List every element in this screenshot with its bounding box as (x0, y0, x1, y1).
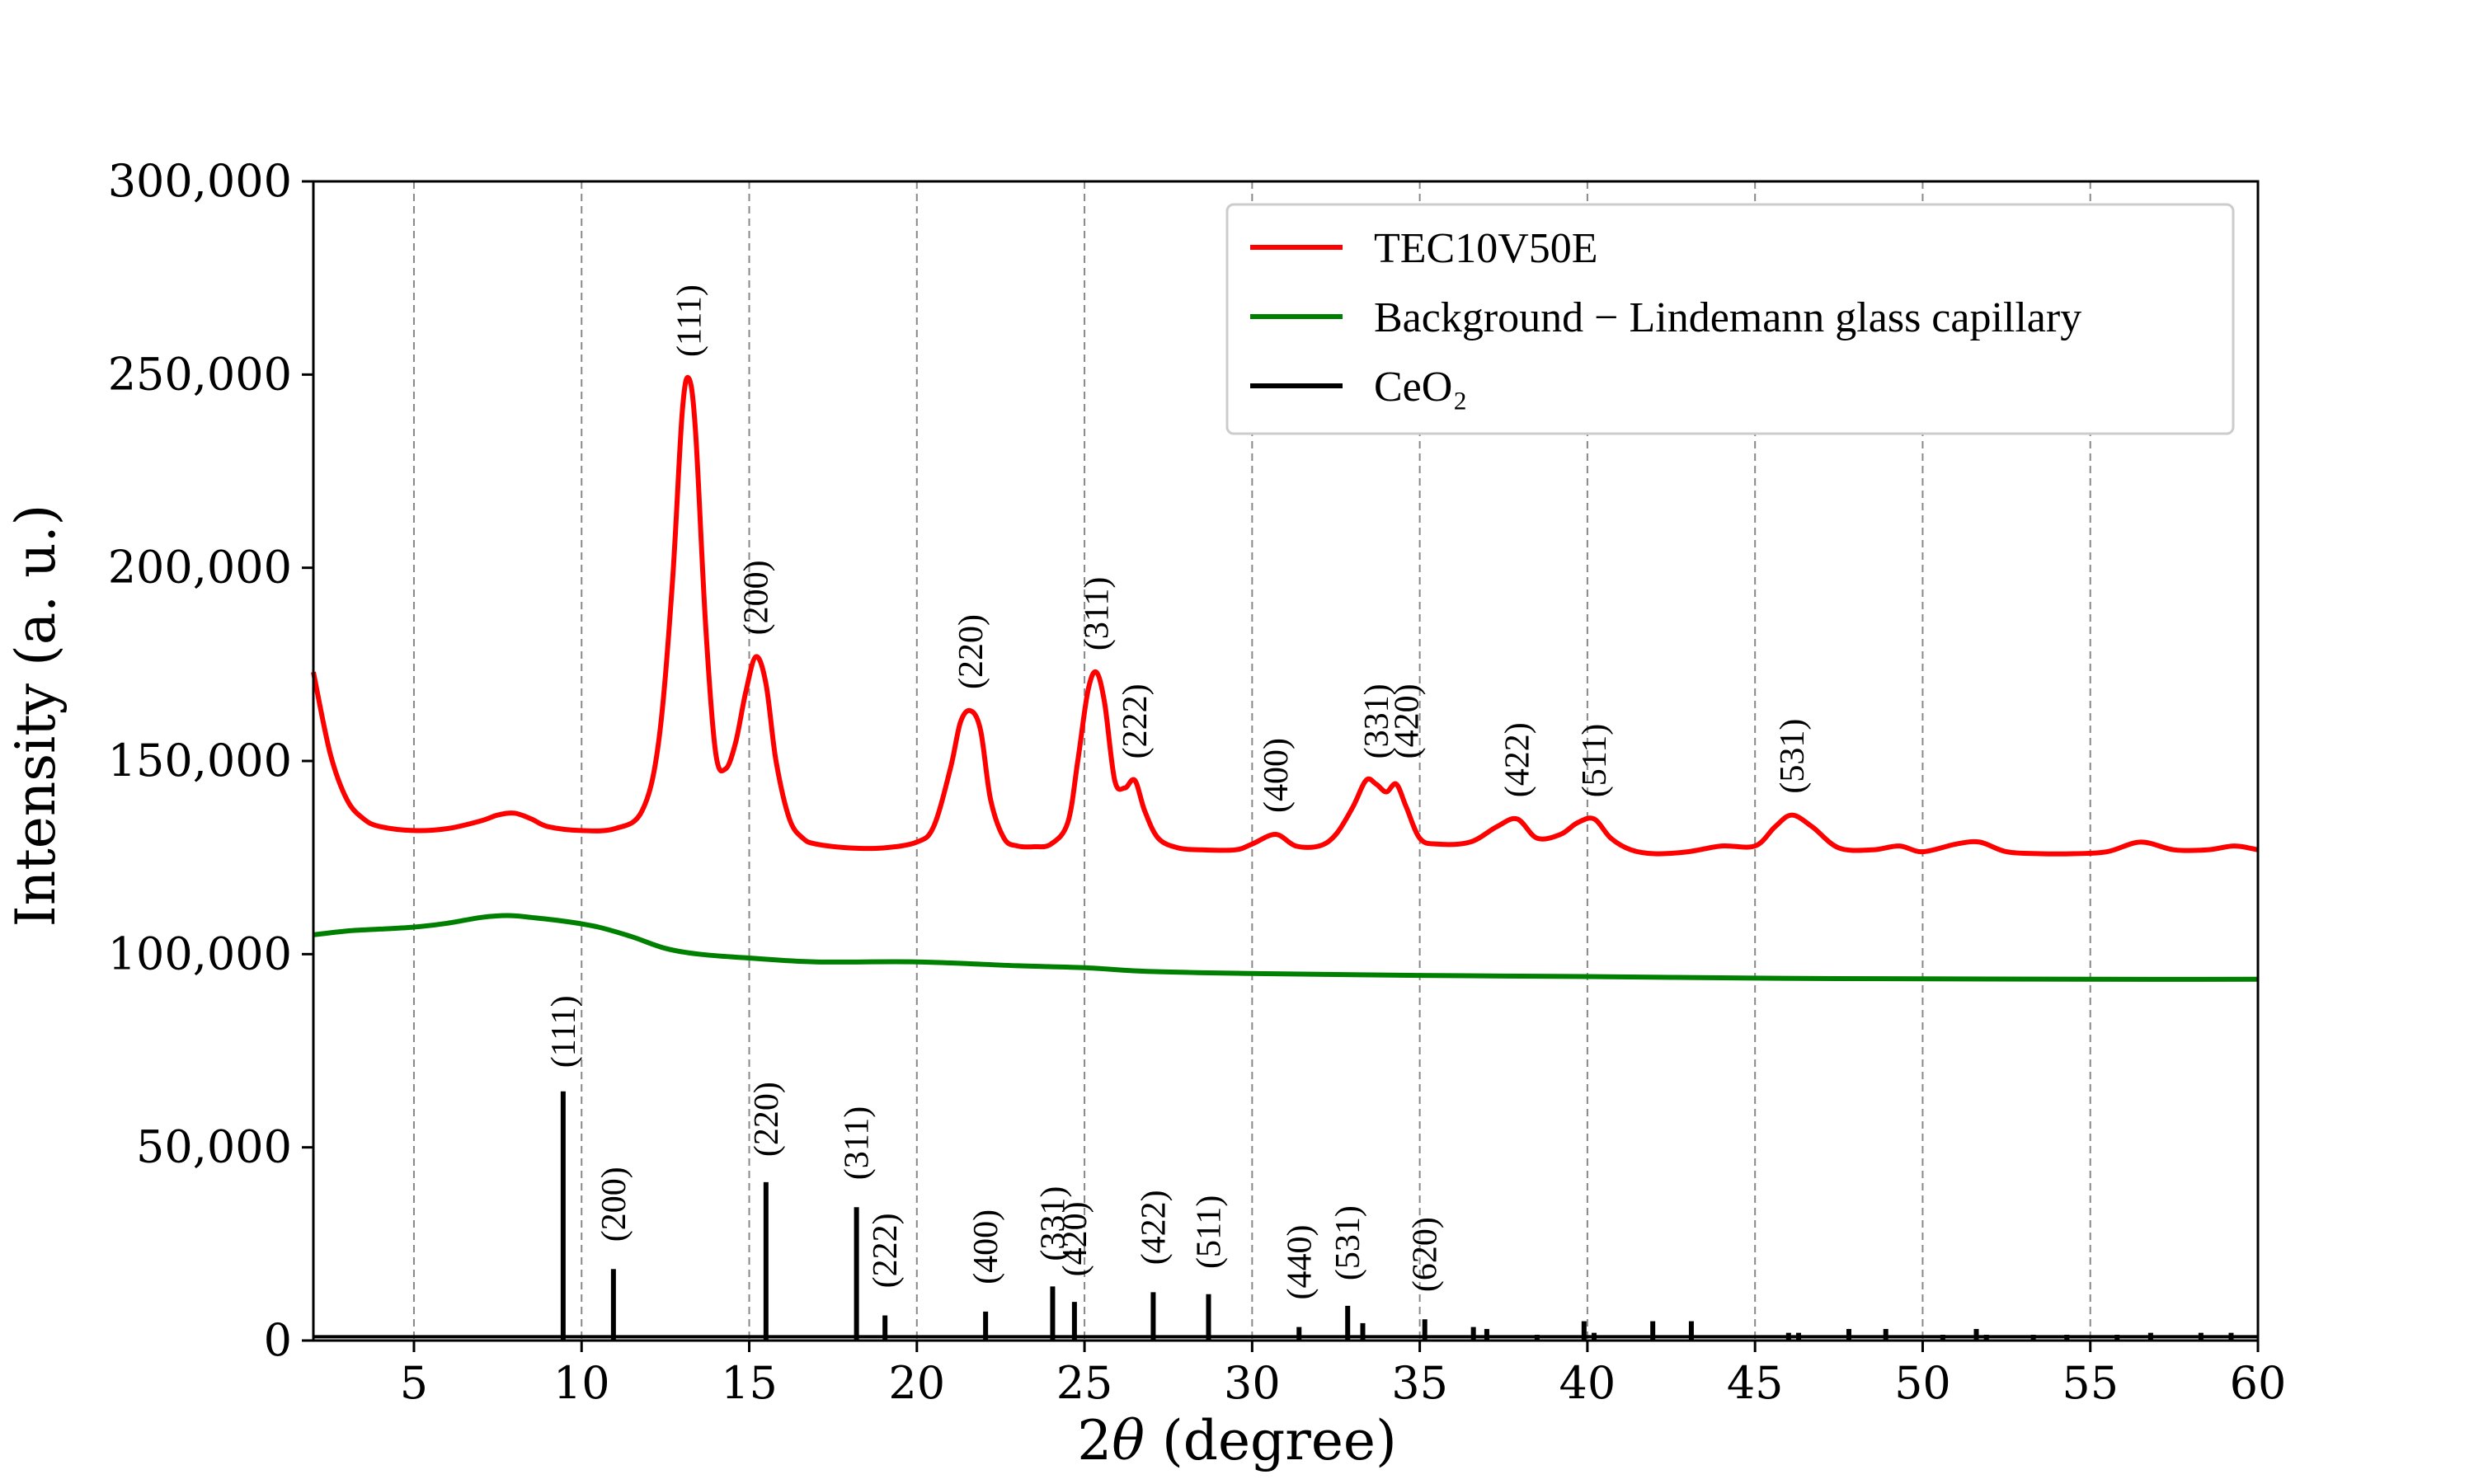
tec-peak-label: (311) (1078, 577, 1116, 650)
ceo2-peak-label: (620) (1407, 1217, 1445, 1292)
ceo2-peak-label: (440) (1281, 1225, 1319, 1300)
tec-peak-label: (511) (1576, 724, 1614, 797)
y-tick-label: 300,000 (108, 155, 292, 207)
y-tick-label: 200,000 (108, 542, 292, 594)
x-tick-label: 15 (721, 1357, 778, 1409)
legend: TEC10V50E Background − Lindemann glass ca… (1225, 203, 2235, 435)
x-tick-label: 50 (1894, 1357, 1951, 1409)
y-tick-label: 100,000 (108, 928, 292, 979)
x-tick-label: 45 (1727, 1357, 1784, 1409)
x-tick-label: 30 (1224, 1357, 1281, 1409)
tec-peak-label: (531) (1774, 719, 1812, 794)
ceo2-peak-label: (531) (1329, 1205, 1367, 1280)
ceo2-peak-label: (400) (967, 1209, 1005, 1284)
y-tick-label: 50,000 (136, 1121, 292, 1173)
x-tick-label: 35 (1391, 1357, 1448, 1409)
x-axis-title: 2θ (degree) (1077, 1409, 1396, 1472)
x-tick-label: 40 (1559, 1357, 1616, 1409)
grid-layer (412, 181, 2091, 1341)
tec-peak-label: (400) (1258, 738, 1296, 813)
x-tick-label: 10 (553, 1357, 610, 1409)
legend-entry-label: TEC10V50E (1374, 225, 1598, 272)
tec-peak-label: (222) (1117, 683, 1155, 758)
tec-peak-label: (331) (1358, 683, 1396, 758)
annotation-layer: (111)(200)(220)(311)(222)(400)(331)(420)… (545, 284, 1812, 1299)
ceo2-peak-label: (200) (595, 1167, 633, 1242)
background-line (313, 913, 2259, 982)
ceo2-peak-label: (111) (545, 995, 583, 1068)
ceo2-peak-label: (420) (1056, 1201, 1094, 1276)
legend-entry-label: CeO₂ (1374, 364, 1467, 411)
x-tick-label: 20 (888, 1357, 945, 1409)
y-tick-label: 250,000 (108, 348, 292, 400)
legend-entry-label: Background − Lindemann glass capillary (1374, 294, 2081, 341)
tec-peak-label: (422) (1499, 722, 1537, 797)
y-axis-title: Intensity (a. u.) (4, 505, 68, 928)
tec10v50e-line (311, 374, 2259, 857)
x-tick-label: 55 (2062, 1357, 2119, 1409)
ceo2-peak-label: (511) (1191, 1195, 1229, 1269)
ceo2-peak-label: (311) (839, 1106, 877, 1180)
y-tick-label: 0 (264, 1314, 292, 1366)
x-tick-label: 25 (1056, 1357, 1113, 1409)
y-tick-label: 150,000 (108, 735, 292, 787)
ceo2-peak-label: (422) (1135, 1190, 1173, 1265)
x-tick-label: 5 (400, 1357, 428, 1409)
tec-peak-label: (420) (1388, 683, 1426, 758)
tec-peak-label: (111) (670, 284, 708, 357)
ceo2-peak-label: (220) (748, 1082, 786, 1157)
x-tick-label: 60 (2230, 1357, 2287, 1409)
tec-peak-label: (200) (738, 560, 776, 635)
ceo2-peak-label: (331) (1034, 1186, 1072, 1261)
axes-layer: 5 10 15 20 25 30 35 40 45 50 55 60 0 50,000 100,000 150… (108, 155, 2287, 1409)
legend-box (1225, 203, 2235, 435)
ceo2-peak-label: (222) (867, 1213, 905, 1288)
tec-peak-label: (220) (952, 614, 990, 689)
